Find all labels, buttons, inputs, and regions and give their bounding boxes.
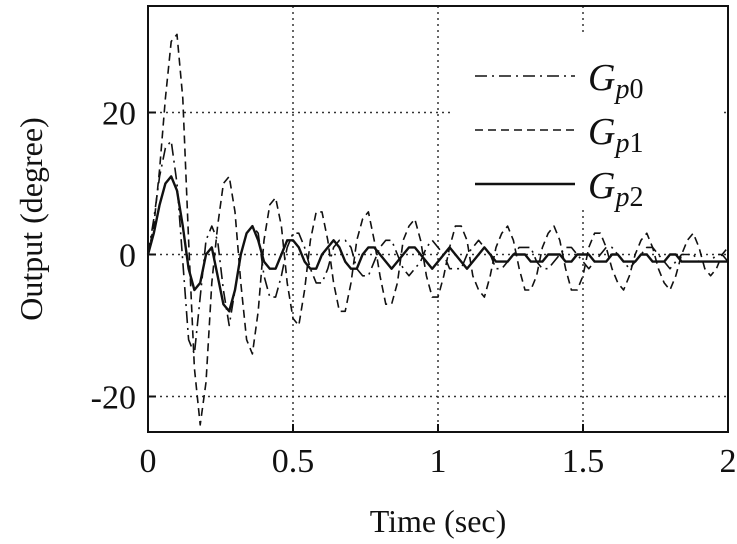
legend-label: Gp1 [588, 111, 643, 159]
y-tick-label: -20 [91, 380, 136, 417]
series-layer [146, 33, 729, 426]
y-tick-label: 20 [102, 96, 136, 133]
legend-box [452, 32, 722, 208]
series-line-2 [146, 175, 728, 313]
series-line-1 [147, 33, 729, 426]
y-axis-label: Output (degree) [13, 117, 49, 320]
legend-label: Gp0 [588, 57, 643, 105]
x-tick-label: 0 [140, 443, 157, 480]
grid [148, 6, 728, 432]
legend: Gp0 Gp1 Gp2 [452, 32, 722, 213]
y-tick-label: 0 [119, 238, 136, 275]
x-axis-label: Time (sec) [370, 503, 507, 539]
x-tick-label: 0.5 [272, 443, 315, 480]
legend-label: Gp2 [588, 165, 643, 213]
x-tick-label: 1 [430, 443, 447, 480]
x-tick-label: 2 [720, 443, 737, 480]
x-tick-label: 1.5 [562, 443, 605, 480]
